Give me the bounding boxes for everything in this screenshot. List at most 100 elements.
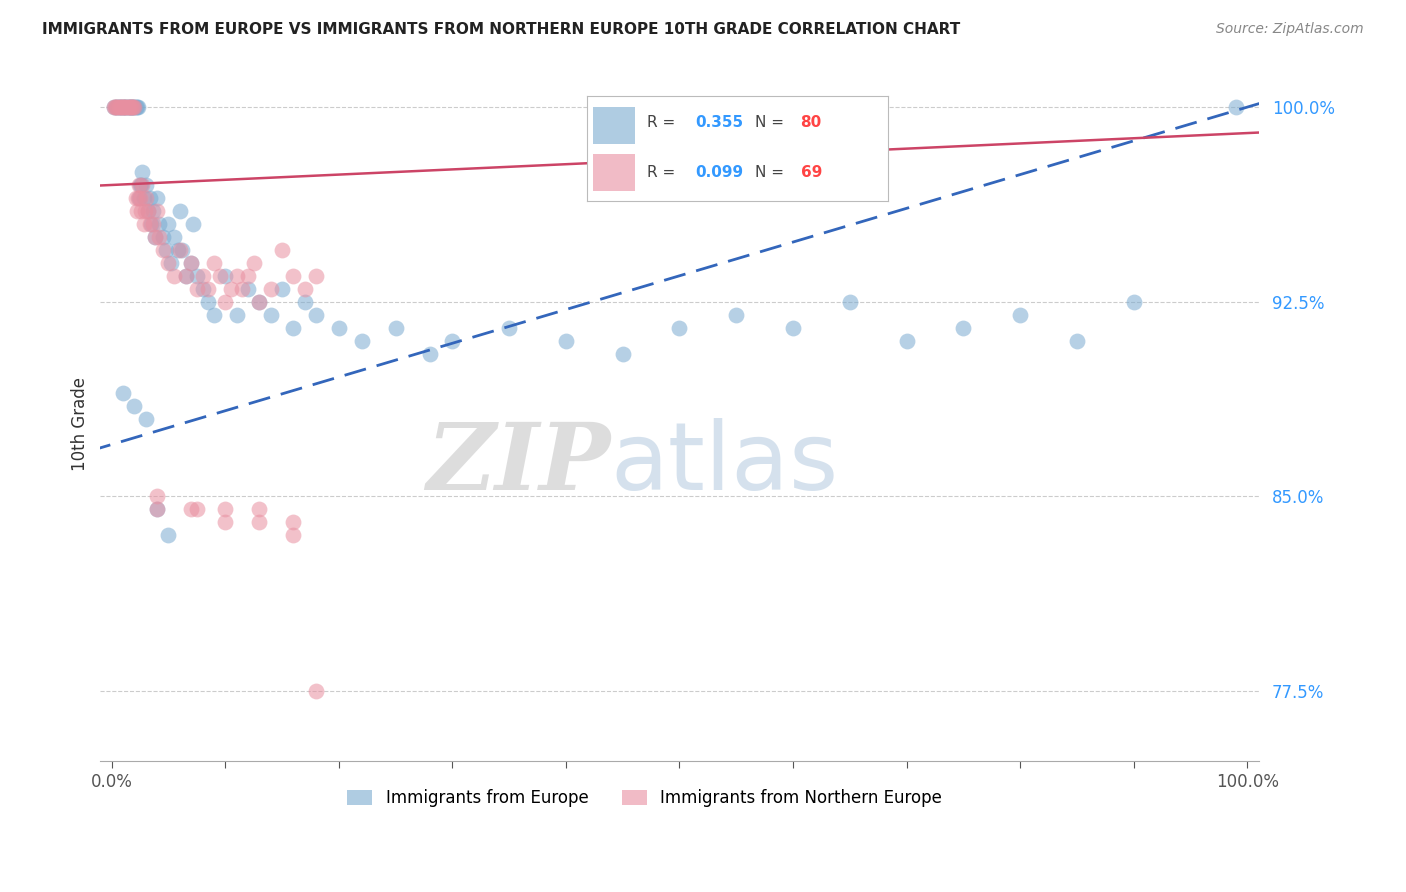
- Immigrants from Northern Europe: [236, 268, 259, 283]
- Immigrants from Northern Europe: [180, 502, 202, 516]
- Text: IMMIGRANTS FROM EUROPE VS IMMIGRANTS FROM NORTHERN EUROPE 10TH GRADE CORRELATION: IMMIGRANTS FROM EUROPE VS IMMIGRANTS FRO…: [42, 22, 960, 37]
- Immigrants from Northern Europe: [112, 100, 135, 114]
- Immigrants from Europe: [124, 399, 146, 413]
- Immigrants from Northern Europe: [163, 268, 186, 283]
- Immigrants from Europe: [129, 178, 152, 192]
- Immigrants from Europe: [157, 217, 180, 231]
- Immigrants from Europe: [725, 308, 748, 322]
- Immigrants from Europe: [124, 100, 146, 114]
- Immigrants from Europe: [180, 256, 202, 270]
- Immigrants from Northern Europe: [136, 203, 159, 218]
- Immigrants from Europe: [612, 346, 634, 360]
- Immigrants from Europe: [782, 320, 804, 334]
- Immigrants from Northern Europe: [148, 230, 170, 244]
- Immigrants from Northern Europe: [214, 502, 236, 516]
- Immigrants from Europe: [225, 308, 247, 322]
- Immigrants from Europe: [131, 165, 153, 179]
- Immigrants from Europe: [105, 100, 128, 114]
- Immigrants from Europe: [952, 320, 974, 334]
- Immigrants from Northern Europe: [283, 528, 305, 542]
- Immigrants from Europe: [128, 191, 150, 205]
- Immigrants from Europe: [1122, 294, 1144, 309]
- Immigrants from Northern Europe: [131, 178, 153, 192]
- Immigrants from Northern Europe: [108, 100, 131, 114]
- Immigrants from Europe: [141, 217, 163, 231]
- Immigrants from Northern Europe: [139, 217, 162, 231]
- Immigrants from Europe: [214, 268, 236, 283]
- Immigrants from Europe: [146, 502, 169, 516]
- Immigrants from Europe: [283, 320, 305, 334]
- Immigrants from Europe: [135, 411, 157, 425]
- Immigrants from Europe: [108, 100, 131, 114]
- Immigrants from Europe: [135, 178, 157, 192]
- Immigrants from Northern Europe: [214, 516, 236, 530]
- Text: Source: ZipAtlas.com: Source: ZipAtlas.com: [1216, 22, 1364, 37]
- Immigrants from Europe: [122, 100, 145, 114]
- Immigrants from Northern Europe: [122, 100, 145, 114]
- Immigrants from Northern Europe: [118, 100, 141, 114]
- Immigrants from Northern Europe: [132, 217, 155, 231]
- Immigrants from Europe: [260, 308, 283, 322]
- Immigrants from Northern Europe: [112, 100, 135, 114]
- Immigrants from Europe: [166, 243, 188, 257]
- Immigrants from Europe: [441, 334, 464, 348]
- Immigrants from Europe: [114, 100, 136, 114]
- Immigrants from Europe: [157, 528, 180, 542]
- Immigrants from Europe: [146, 191, 169, 205]
- Immigrants from Europe: [236, 282, 259, 296]
- Immigrants from Northern Europe: [117, 100, 139, 114]
- Immigrants from Northern Europe: [186, 502, 208, 516]
- Immigrants from Northern Europe: [124, 191, 146, 205]
- Immigrants from Northern Europe: [127, 191, 149, 205]
- Immigrants from Northern Europe: [174, 268, 197, 283]
- Immigrants from Northern Europe: [283, 268, 305, 283]
- Immigrants from Northern Europe: [180, 256, 202, 270]
- Immigrants from Europe: [554, 334, 576, 348]
- Immigrants from Northern Europe: [128, 178, 150, 192]
- Immigrants from Europe: [498, 320, 520, 334]
- Immigrants from Europe: [169, 203, 191, 218]
- Immigrants from Europe: [127, 100, 149, 114]
- Immigrants from Europe: [163, 230, 186, 244]
- Immigrants from Northern Europe: [121, 100, 143, 114]
- Immigrants from Europe: [118, 100, 141, 114]
- Immigrants from Northern Europe: [124, 100, 146, 114]
- Immigrants from Northern Europe: [146, 203, 169, 218]
- Immigrants from Northern Europe: [191, 268, 214, 283]
- Immigrants from Europe: [384, 320, 406, 334]
- Immigrants from Europe: [197, 294, 219, 309]
- Immigrants from Europe: [118, 100, 141, 114]
- Immigrants from Northern Europe: [115, 100, 138, 114]
- Immigrants from Northern Europe: [202, 256, 225, 270]
- Immigrants from Europe: [139, 191, 162, 205]
- Immigrants from Northern Europe: [134, 203, 156, 218]
- Immigrants from Europe: [186, 268, 208, 283]
- Immigrants from Northern Europe: [114, 100, 136, 114]
- Immigrants from Northern Europe: [135, 191, 157, 205]
- Immigrants from Northern Europe: [247, 502, 270, 516]
- Immigrants from Northern Europe: [111, 100, 134, 114]
- Text: atlas: atlas: [610, 418, 838, 510]
- Immigrants from Europe: [143, 230, 166, 244]
- Immigrants from Northern Europe: [125, 203, 148, 218]
- Immigrants from Europe: [419, 346, 441, 360]
- Immigrants from Europe: [115, 100, 138, 114]
- Immigrants from Europe: [247, 294, 270, 309]
- Immigrants from Europe: [838, 294, 860, 309]
- Immigrants from Northern Europe: [186, 282, 208, 296]
- Immigrants from Northern Europe: [305, 268, 328, 283]
- Immigrants from Europe: [117, 100, 139, 114]
- Immigrants from Northern Europe: [105, 100, 128, 114]
- Immigrants from Northern Europe: [107, 100, 129, 114]
- Immigrants from Northern Europe: [110, 100, 132, 114]
- Immigrants from Northern Europe: [146, 489, 169, 503]
- Immigrants from Northern Europe: [214, 294, 236, 309]
- Immigrants from Europe: [120, 100, 142, 114]
- Immigrants from Northern Europe: [208, 268, 231, 283]
- Immigrants from Europe: [1225, 100, 1247, 114]
- Immigrants from Europe: [136, 203, 159, 218]
- Immigrants from Europe: [124, 100, 146, 114]
- Immigrants from Northern Europe: [103, 100, 125, 114]
- Immigrants from Europe: [172, 243, 194, 257]
- Immigrants from Europe: [132, 191, 155, 205]
